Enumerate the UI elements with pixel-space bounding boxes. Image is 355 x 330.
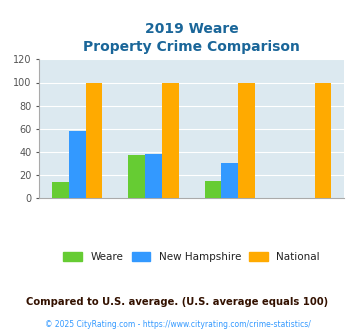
Bar	[69, 131, 86, 198]
Title: 2019 Weare
Property Crime Comparison: 2019 Weare Property Crime Comparison	[83, 22, 300, 54]
Bar	[205, 181, 222, 198]
Bar	[129, 155, 145, 198]
Bar	[222, 163, 238, 198]
Text: © 2025 CityRating.com - https://www.cityrating.com/crime-statistics/: © 2025 CityRating.com - https://www.city…	[45, 320, 310, 329]
Bar	[162, 82, 179, 198]
Bar	[315, 82, 331, 198]
Bar	[86, 82, 102, 198]
Bar	[145, 154, 162, 198]
Bar	[52, 182, 69, 198]
Text: Compared to U.S. average. (U.S. average equals 100): Compared to U.S. average. (U.S. average …	[26, 297, 329, 307]
Legend: Weare, New Hampshire, National: Weare, New Hampshire, National	[59, 248, 324, 266]
Bar	[238, 82, 255, 198]
